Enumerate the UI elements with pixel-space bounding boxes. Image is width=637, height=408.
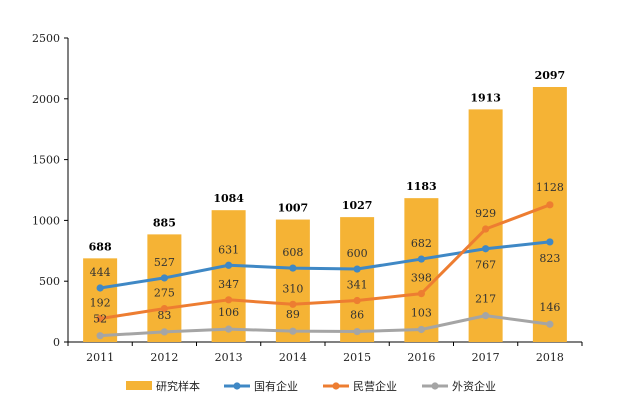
- point-value-label: 444: [90, 266, 111, 279]
- series-point: [546, 320, 554, 328]
- bar-value-label: 1007: [278, 202, 309, 215]
- point-value-label: 347: [218, 278, 239, 291]
- legend-marker: [233, 382, 241, 390]
- point-value-label: 310: [282, 282, 303, 295]
- point-value-label: 767: [475, 259, 496, 272]
- y-tick-label: 1000: [32, 214, 60, 227]
- series-point: [482, 312, 490, 320]
- series-point: [96, 332, 104, 340]
- series-point: [417, 255, 425, 263]
- x-tick-label: 2017: [472, 351, 500, 364]
- y-tick-label: 2000: [32, 93, 60, 106]
- point-value-label: 1128: [536, 181, 564, 194]
- y-tick-label: 500: [39, 275, 60, 288]
- bar-value-label: 1183: [406, 180, 437, 193]
- point-value-label: 83: [157, 309, 171, 322]
- legend: 研究样本 国有企业 民营企业 外资企业: [126, 379, 496, 393]
- point-value-label: 608: [282, 246, 303, 259]
- x-tick-label: 2018: [536, 351, 564, 364]
- series-point: [546, 201, 554, 209]
- bar: [404, 198, 439, 342]
- series-point: [96, 284, 104, 292]
- series-point: [96, 315, 104, 323]
- point-value-label: 527: [154, 256, 175, 269]
- bar: [532, 87, 567, 343]
- series-point: [482, 245, 490, 253]
- series-line: [99, 240, 551, 290]
- point-value-label: 217: [475, 293, 496, 306]
- series-point: [289, 264, 297, 272]
- point-value-label: 192: [90, 297, 111, 310]
- series-point: [289, 300, 297, 308]
- series-point: [160, 328, 168, 336]
- x-tick-label: 2011: [86, 351, 114, 364]
- point-value-label: 398: [411, 272, 432, 285]
- point-value-label: 600: [347, 247, 368, 260]
- line-series: [96, 201, 554, 340]
- legend-label: 研究样本: [156, 379, 200, 393]
- x-tick-label: 2013: [215, 351, 243, 364]
- legend-swatch: [126, 381, 152, 390]
- bar-value-label: 885: [153, 216, 176, 229]
- legend-label: 民营企业: [353, 379, 397, 393]
- point-value-label: 341: [347, 279, 368, 292]
- bar: [340, 217, 375, 342]
- point-value-label: 103: [411, 306, 432, 319]
- legend-marker: [332, 382, 340, 390]
- series-point: [160, 274, 168, 282]
- legend-marker: [431, 382, 439, 390]
- point-value-label: 52: [93, 313, 107, 326]
- series-point: [160, 304, 168, 313]
- series-point: [353, 296, 361, 305]
- series-point: [225, 325, 233, 333]
- bar-value-label: 2097: [535, 69, 566, 82]
- series-point: [546, 238, 554, 246]
- x-tick-label: 2016: [407, 351, 435, 364]
- point-value-label: 89: [286, 308, 300, 321]
- bar: [211, 210, 246, 342]
- series-point: [225, 296, 233, 304]
- bar-series: [83, 87, 567, 343]
- point-value-label: 631: [218, 243, 239, 256]
- series-point: [417, 325, 425, 334]
- series-point: [482, 225, 490, 233]
- bar: [147, 234, 182, 342]
- point-value-label: 275: [154, 287, 175, 300]
- point-value-label: 106: [218, 306, 239, 319]
- bar-value-label: 1913: [470, 91, 501, 104]
- bar-value-label: 688: [89, 240, 112, 253]
- point-value-label: 86: [350, 309, 364, 322]
- y-tick-label: 0: [53, 336, 60, 349]
- y-tick-label: 1500: [32, 154, 60, 167]
- point-value-label: 929: [475, 207, 496, 220]
- x-tick-label: 2012: [150, 351, 178, 364]
- series-point: [353, 327, 361, 336]
- series-line: [100, 314, 551, 338]
- x-tick-label: 2014: [279, 351, 307, 364]
- y-tick-label: 2500: [32, 32, 60, 45]
- bar-value-label: 1084: [213, 192, 244, 205]
- x-tick-label: 2015: [343, 351, 371, 364]
- series-point: [353, 265, 361, 273]
- series-point: [417, 290, 425, 298]
- series-line: [99, 203, 551, 321]
- point-value-label: 823: [539, 252, 560, 265]
- legend-label: 外资企业: [452, 379, 496, 393]
- bar: [275, 219, 310, 342]
- data-labels: 688 885 1084 1007 1027 1183 1913 2097 444 527 631 6…: [89, 69, 566, 326]
- legend-label: 国有企业: [254, 379, 298, 393]
- series-point: [289, 327, 297, 335]
- point-value-label: 682: [411, 237, 432, 250]
- bar-value-label: 1027: [342, 199, 373, 212]
- point-value-label: 146: [539, 301, 560, 314]
- series-point: [225, 261, 233, 269]
- bar: [83, 258, 118, 342]
